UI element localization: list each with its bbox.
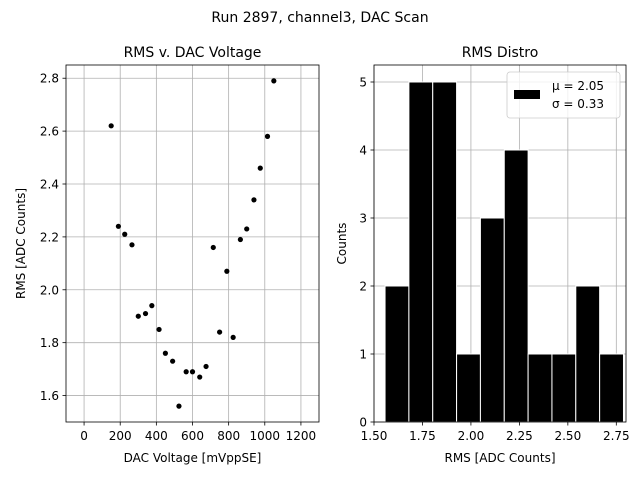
scatter-point [237,236,243,243]
legend-mean-text: μ = 2.05 [552,79,604,93]
scatter-y-tick-label: 1.6 [40,389,59,403]
histogram-bar [384,285,410,423]
histogram-bar [479,217,505,423]
scatter-point [251,197,257,203]
scatter-x-tick-label: 1000 [250,429,281,443]
histogram-x-tick-label: 2.75 [603,429,630,443]
scatter-point [203,363,209,370]
histogram-bar [432,81,458,423]
scatter-point [129,242,135,248]
histogram-y-tick-label: 4 [359,144,367,158]
scatter-point [210,244,216,251]
histogram-axes: 1.50 1.75 2.00 2.25 2.50 2.75 0 1 2 3 4 5 [359,64,630,443]
scatter-y-tick-label: 2.6 [40,125,59,139]
histogram-bar [527,353,553,423]
scatter-point [257,165,263,171]
histogram-x-tick-label: 2.25 [506,429,533,443]
scatter-y-tick-label: 1.8 [40,336,59,350]
histogram-x-tick-label: 1.50 [361,429,388,443]
histogram-bar [456,353,481,423]
scatter-x-tick-label: 400 [145,429,168,443]
scatter-point [244,226,250,232]
scatter-point [217,329,223,335]
histogram-axes-frame [373,64,627,423]
histogram-y-tick-label: 2 [359,280,367,294]
scatter-point [170,358,176,364]
histogram-title: RMS Distro [462,45,539,61]
scatter-y-tick-label: 2.4 [40,178,59,192]
scatter-grid [66,65,319,422]
scatter-x-tick-label: 600 [181,429,204,443]
legend-frame [506,71,621,119]
scatter-x-tick-label: 1200 [286,429,317,443]
histogram-bar [408,81,434,423]
scatter-point [135,313,141,319]
scatter-point [122,231,128,237]
legend-sigma-text: σ = 0.33 [552,97,604,111]
scatter-y-axis-label: RMS [ADC Counts] [14,188,28,299]
histogram-y-tick-label: 0 [359,416,367,430]
scatter-axes-frame [65,64,320,423]
scatter-point [142,310,149,317]
scatter-point [197,374,203,380]
histogram-y-tick-label: 1 [359,348,367,362]
scatter-point [115,223,122,229]
scatter-point [224,268,230,274]
scatter-point [108,123,114,129]
histogram-plot-area [384,81,624,423]
histogram-bar [575,285,601,423]
scatter-point [271,78,277,84]
histogram-x-tick-label: 2.50 [554,429,581,443]
histogram-x-tick-label: 2.00 [458,429,485,443]
legend-swatch [514,90,540,99]
histogram-bar [551,353,577,423]
scatter-x-tick-label: 0 [80,429,88,443]
scatter-point [230,334,236,340]
scatter-point [183,369,189,375]
histogram-y-axis-label: Counts [335,223,349,265]
histogram-y-tick-label: 3 [359,212,367,226]
scatter-point [162,350,168,356]
histogram-x-axis-label: RMS [ADC Counts] [444,451,555,465]
scatter-x-tick-label: 200 [109,429,132,443]
scatter-x-axis-label: DAC Voltage [mVppSE] [124,451,262,465]
scatter-title: RMS v. DAC Voltage [124,45,262,61]
scatter-plot-area [108,78,277,409]
scatter-x-tick-label: 800 [217,429,240,443]
histogram-x-tick-label: 1.75 [409,429,436,443]
figure-suptitle: Run 2897, channel3, DAC Scan [211,10,428,26]
histogram-panel: RMS Distro RMS [ADC Counts] Counts 1.50 1… [335,45,630,465]
histogram-legend: μ = 2.05 σ = 0.33 [506,71,621,119]
histogram-y-tick-label: 5 [359,76,367,90]
scatter-point [264,133,271,139]
histogram-bar [599,353,624,423]
scatter-y-tick-label: 2.0 [40,283,59,297]
histogram-bar [503,149,529,423]
scatter-y-tick-label: 2.8 [40,72,59,86]
scatter-y-tick-label: 2.2 [40,230,59,244]
scatter-panel: RMS v. DAC Voltage DAC Voltage [mVppSE] … [14,45,320,465]
scatter-axes: 0 200 400 600 800 1000 1200 1.6 1.8 2.0 2.2 2.4 2.6 2… [40,64,320,443]
scatter-point [149,303,155,309]
scatter-point [189,369,196,375]
scatter-point [176,403,182,409]
scatter-point [156,326,162,333]
